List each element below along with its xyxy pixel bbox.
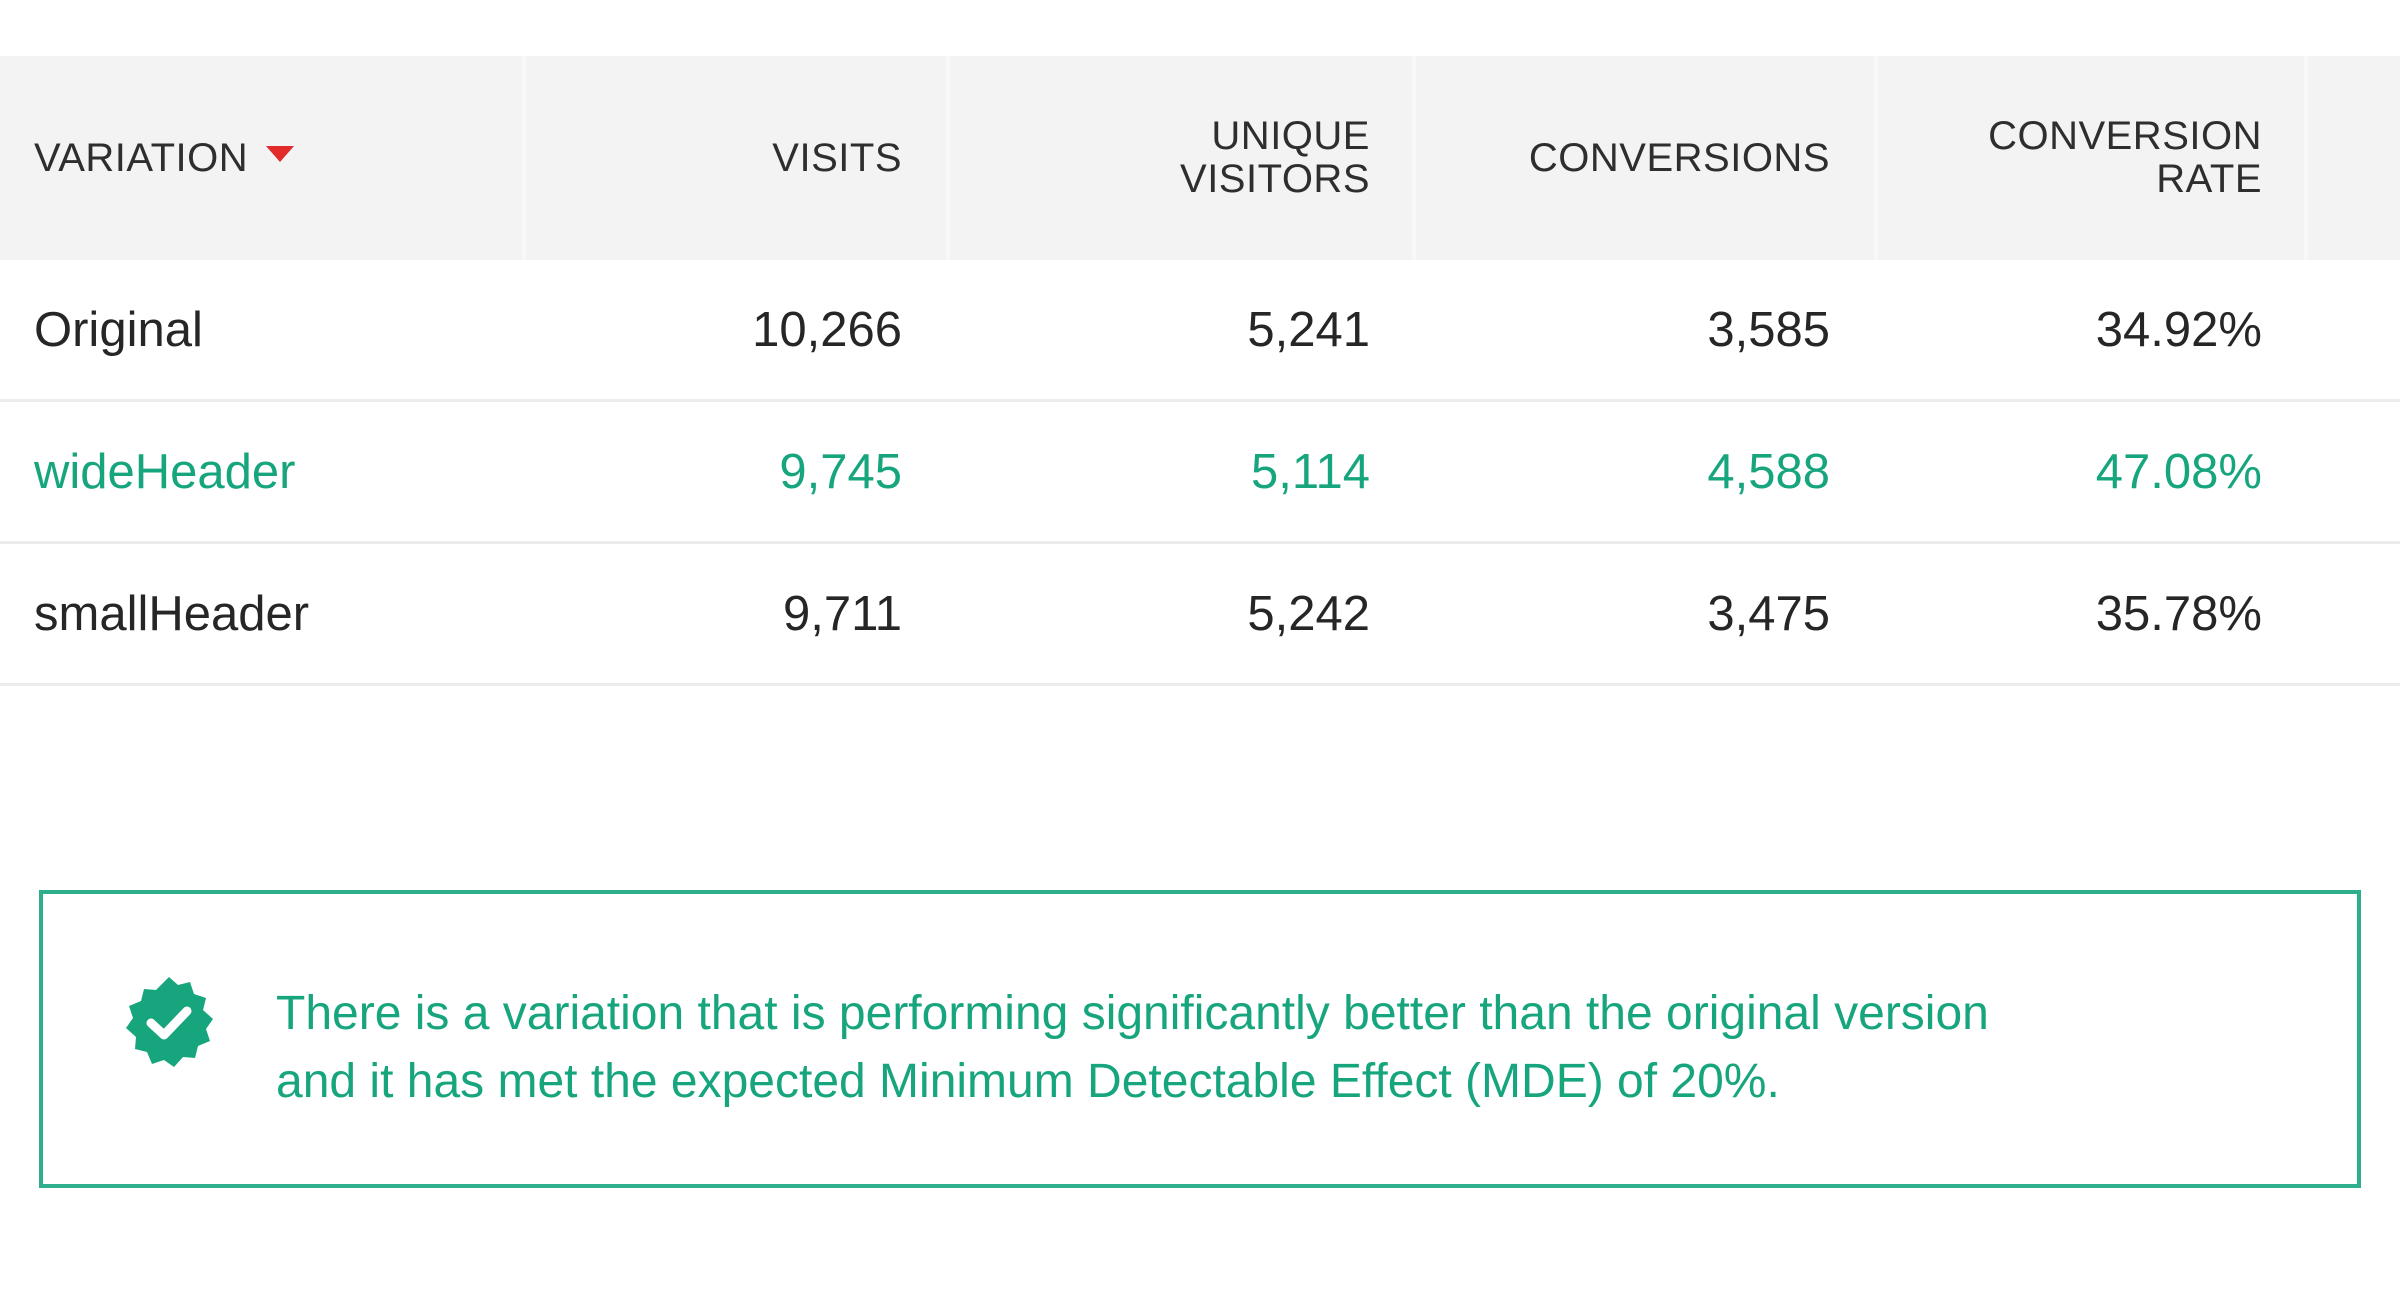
header-divider — [946, 56, 950, 260]
verified-badge-check-icon — [126, 977, 213, 1067]
table-header: VARIATION VISITS UNIQUE VISITORS CONVERS… — [0, 56, 2400, 260]
conversion-rate-value: 34.92% — [2095, 302, 2262, 357]
table-row: smallHeader 9,711 5,242 3,475 35.78% — [0, 544, 2400, 686]
conversions-value: 3,475 — [1707, 586, 1830, 641]
variation-name: wideHeader — [34, 444, 296, 499]
column-header-visits[interactable]: VISITS — [772, 135, 902, 180]
unique-visitors-value: 5,114 — [1251, 444, 1370, 499]
conversions-value: 4,588 — [1707, 444, 1830, 499]
column-header-variation[interactable]: VARIATION — [34, 135, 295, 180]
sort-descending-icon — [266, 145, 295, 162]
column-header-label-line2: VISITORS — [1180, 157, 1370, 201]
conversions-value: 3,585 — [1707, 302, 1830, 357]
conversion-rate-value: 35.78% — [2095, 586, 2262, 641]
column-header-label-line1: UNIQUE — [1211, 114, 1370, 158]
header-divider — [2304, 56, 2308, 260]
variation-name: Original — [34, 302, 203, 357]
conversion-rate-value: 47.08% — [2095, 444, 2262, 499]
column-header-label: VISITS — [772, 135, 902, 180]
column-header-conversion-rate[interactable]: CONVERSION RATE — [1988, 115, 2262, 201]
significance-notice: There is a variation that is performing … — [39, 890, 2361, 1188]
variation-name: smallHeader — [34, 586, 310, 641]
column-header-label-line2: RATE — [2156, 157, 2262, 201]
visits-value: 9,711 — [783, 586, 902, 641]
column-header-unique-visitors[interactable]: UNIQUE VISITORS — [1180, 115, 1370, 201]
table-row: Original 10,266 5,241 3,585 34.92% — [0, 260, 2400, 402]
unique-visitors-value: 5,242 — [1247, 586, 1370, 641]
header-divider — [1874, 56, 1878, 260]
column-header-label: CONVERSIONS — [1528, 135, 1830, 180]
results-table: VARIATION VISITS UNIQUE VISITORS CONVERS… — [0, 56, 2400, 686]
header-divider — [1412, 56, 1416, 260]
notice-message-line1: There is a variation that is performing … — [276, 987, 1989, 1040]
unique-visitors-value: 5,241 — [1247, 302, 1370, 357]
column-header-label-line1: CONVERSION — [1988, 114, 2262, 158]
notice-message: There is a variation that is performing … — [276, 980, 2326, 1116]
table-row-winner: wideHeader 9,745 5,114 4,588 47.08% — [0, 402, 2400, 544]
notice-message-line2: and it has met the expected Minimum Dete… — [276, 1055, 1780, 1108]
header-divider — [522, 56, 526, 260]
column-header-conversions[interactable]: CONVERSIONS — [1528, 135, 1830, 180]
visits-value: 10,266 — [752, 302, 902, 357]
visits-value: 9,745 — [779, 444, 902, 499]
column-header-label: VARIATION — [34, 135, 249, 180]
